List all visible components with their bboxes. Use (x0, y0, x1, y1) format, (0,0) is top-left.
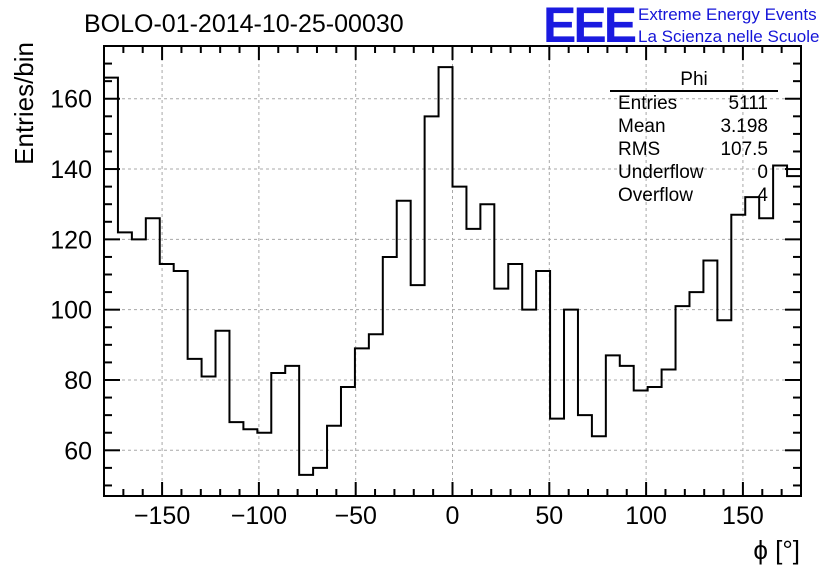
stats-label: Underflow (618, 162, 704, 183)
histogram-bin (745, 197, 759, 496)
histogram-bin (689, 292, 703, 496)
stats-label: Entries (618, 93, 678, 114)
histogram-bin (731, 215, 745, 496)
histogram-bin (313, 468, 327, 496)
y-tick-label: 120 (50, 226, 92, 254)
histogram-bin (202, 376, 216, 496)
histogram-bin (160, 264, 174, 496)
histogram-bin (229, 422, 243, 496)
x-axis-label: ϕ [°] (753, 535, 800, 565)
histogram-bin (146, 218, 160, 496)
histogram-bin (592, 436, 606, 496)
histogram-outline (103, 66, 802, 496)
x-tick-label: −150 (134, 502, 190, 530)
eee-logo-mark: EEE (543, 0, 637, 53)
histogram-bin (216, 331, 230, 496)
histogram-bin (466, 229, 480, 496)
histogram-bin (717, 320, 731, 496)
y-tick-labels: 60 80 100 120 140 160 (50, 86, 92, 466)
histogram-bin (299, 475, 313, 496)
histogram-bin (383, 257, 397, 496)
axis-ticks (103, 45, 802, 496)
y-tick-label: 60 (64, 437, 92, 465)
histogram-bin (439, 67, 453, 496)
histogram-bin (522, 310, 536, 496)
histogram-bin (453, 187, 467, 496)
stats-label: Overflow (618, 185, 693, 206)
logo-line-2: La Scienza nelle Scuole (638, 27, 820, 46)
histogram-bin (564, 310, 578, 496)
histogram-bin (536, 271, 550, 496)
stats-row-entries: Entries 5111 (610, 92, 778, 115)
stats-label: Mean (618, 116, 666, 137)
histogram-bin (787, 176, 801, 496)
stats-row-overflow: Overflow 4 (610, 184, 778, 207)
histogram-bin (703, 260, 717, 496)
y-tick-label: 140 (50, 156, 92, 184)
histogram-bin (341, 387, 355, 496)
stats-title: Phi (610, 70, 778, 92)
histogram-bin (174, 271, 188, 496)
chart-title: BOLO-01-2014-10-25-00030 (84, 10, 404, 38)
x-tick-label: 150 (722, 502, 764, 530)
histogram-bin (480, 204, 494, 496)
histogram-bin (243, 429, 257, 496)
stats-value: 4 (757, 185, 768, 206)
histogram-bin (634, 391, 648, 496)
histogram-bin (578, 415, 592, 496)
histogram-bin (550, 419, 564, 496)
histogram-bin (494, 289, 508, 496)
histogram-bin (773, 166, 787, 496)
histogram-bin (397, 201, 411, 496)
stats-box: Phi Entries 5111 Mean 3.198 RMS 107.5 Un… (610, 70, 778, 207)
histogram-bin (285, 366, 299, 496)
histogram-bin (411, 285, 425, 496)
histogram-bin (132, 239, 146, 496)
y-tick-label: 160 (50, 86, 92, 114)
histogram-bin (676, 306, 690, 496)
histogram-bin (369, 334, 383, 496)
histogram-bin (759, 218, 773, 496)
histogram-bin (606, 355, 620, 496)
stats-value: 3.198 (720, 116, 768, 137)
histogram-bin (662, 369, 676, 496)
x-tick-label: −50 (334, 502, 376, 530)
x-tick-labels: −150 −100 −50 0 50 100 150 (134, 502, 764, 530)
x-tick-label: 50 (535, 502, 563, 530)
histogram-bin (118, 232, 132, 496)
histogram-bin (271, 373, 285, 496)
stats-value: 5111 (728, 93, 768, 114)
stats-row-mean: Mean 3.198 (610, 115, 778, 138)
histogram-bin (620, 366, 634, 496)
x-tick-label: 100 (625, 502, 667, 530)
stats-row-underflow: Underflow 0 (610, 161, 778, 184)
x-tick-label: 0 (446, 502, 460, 530)
x-tick-label: −100 (231, 502, 287, 530)
y-tick-label: 100 (50, 297, 92, 325)
stats-value: 107.5 (720, 139, 768, 160)
histogram-bin (327, 426, 341, 496)
stats-label: RMS (618, 139, 661, 160)
stats-row-rms: RMS 107.5 (610, 138, 778, 161)
histogram-bin (648, 387, 662, 496)
histogram-bin (508, 264, 522, 496)
y-axis-label: Entries/bin (9, 42, 39, 165)
histogram-bin (425, 116, 439, 496)
histogram-bin (355, 348, 369, 496)
y-tick-label: 80 (64, 367, 92, 395)
stats-value: 0 (757, 162, 768, 183)
logo-line-1: Extreme Energy Events (638, 5, 817, 24)
histogram-bin (188, 359, 202, 496)
